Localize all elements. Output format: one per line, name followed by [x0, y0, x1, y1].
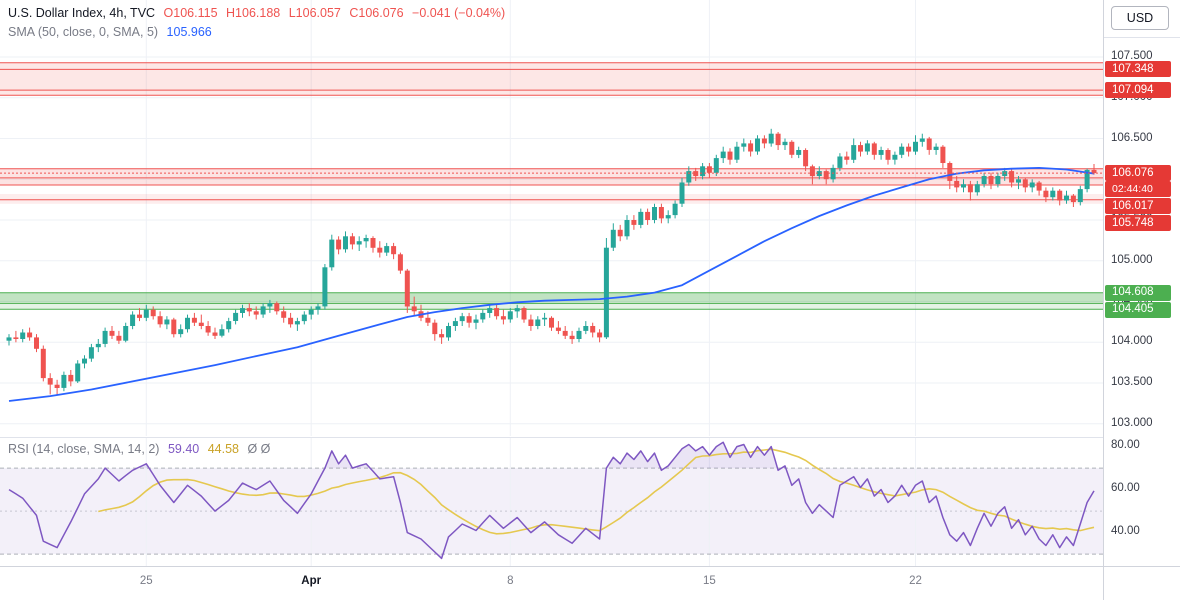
rsi-axis-label: 60.00 — [1111, 481, 1140, 494]
price-level-badge: 104.405 — [1105, 301, 1171, 318]
price-axis-label: 103.500 — [1111, 376, 1153, 389]
resistance-lower-zone — [0, 194, 1103, 204]
price-level-badge: 107.348 — [1105, 61, 1171, 78]
countdown-badge: 02:44:40 — [1105, 181, 1171, 198]
time-axis-label: 25 — [139, 575, 153, 587]
price-axis[interactable]: USD 107.500107.000106.500106.000105.5001… — [1103, 0, 1180, 566]
rsi-null-icons: Ø Ø — [247, 442, 271, 456]
time-axis-label: Apr — [301, 575, 322, 587]
price-level-badge: 104.608 — [1105, 284, 1171, 301]
axis-header-divider — [1104, 37, 1180, 38]
price-level-badge: 105.748 — [1105, 215, 1171, 232]
ohlc-open: O106.115 — [163, 6, 218, 20]
rsi-overbought-fill — [105, 442, 786, 469]
sma-indicator-label[interactable]: SMA (50, close, 0, SMA, 5) — [8, 25, 159, 39]
support-upper-zone — [0, 292, 1103, 304]
rsi-value: 59.40 — [167, 442, 200, 456]
support-lower-zone — [0, 304, 1103, 310]
time-axis-label: 22 — [909, 575, 922, 587]
price-axis-label: 106.500 — [1111, 131, 1153, 144]
time-axis-label: 8 — [507, 575, 514, 587]
symbol-title[interactable]: U.S. Dollar Index, 4h, TVC — [8, 6, 156, 20]
price-axis-label: 107.500 — [1111, 50, 1153, 63]
currency-button[interactable]: USD — [1111, 6, 1169, 30]
candlestick-series — [6, 128, 1097, 396]
sma-value: 105.966 — [166, 25, 212, 39]
time-axis-label: 15 — [702, 575, 716, 587]
time-axis-corner — [1103, 566, 1180, 600]
rsi-signal-value: 44.58 — [207, 442, 239, 456]
main-chart-svg[interactable] — [0, 0, 1103, 436]
price-axis-label: 104.000 — [1111, 335, 1153, 348]
rsi-line — [8, 441, 1095, 560]
price-axis-label: 105.000 — [1111, 253, 1153, 266]
rsi-legend: RSI (14, close, SMA, 14, 2) 59.40 44.58 … — [8, 440, 275, 458]
ohlc-high: H106.188 — [226, 6, 281, 20]
rsi-indicator-label[interactable]: RSI (14, close, SMA, 14, 2) — [8, 442, 160, 456]
price-level-badge: 106.017 — [1105, 198, 1171, 215]
rsi-signal-line — [98, 448, 1095, 535]
current-price-badge: 106.076 — [1105, 165, 1171, 182]
main-chart-pane[interactable] — [0, 0, 1103, 436]
sma-line — [8, 166, 1095, 402]
rsi-pane[interactable] — [0, 437, 1103, 567]
rsi-axis-label: 40.00 — [1111, 524, 1140, 537]
rsi-axis-label: 80.00 — [1111, 438, 1140, 451]
time-axis[interactable]: 25 Apr 8 15 22 — [0, 566, 1103, 600]
price-change: −0.041 (−0.04%) — [412, 6, 506, 20]
ohlc-close: C106.076 — [349, 6, 404, 20]
ohlc-low: L106.057 — [288, 6, 341, 20]
price-axis-label: 103.000 — [1111, 416, 1153, 429]
rsi-svg[interactable] — [0, 438, 1103, 567]
symbol-legend: U.S. Dollar Index, 4h, TVC O106.115 H106… — [8, 4, 510, 42]
supply-demand-zones — [0, 62, 1103, 310]
price-level-badge: 107.094 — [1105, 82, 1171, 99]
